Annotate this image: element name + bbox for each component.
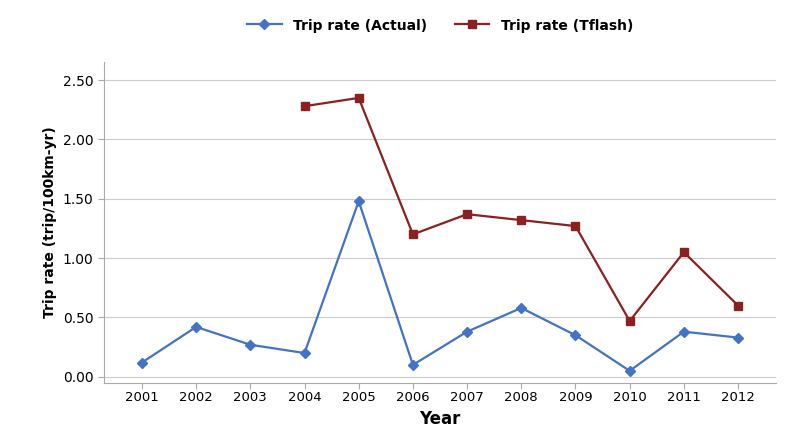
Trip rate (Actual)	[300, 350, 310, 356]
Trip rate (Actual)	[462, 329, 472, 334]
Trip rate (Actual)	[354, 198, 363, 204]
Legend: Trip rate (Actual), Trip rate (Tflash): Trip rate (Actual), Trip rate (Tflash)	[240, 12, 640, 40]
Trip rate (Actual)	[517, 305, 526, 311]
X-axis label: Year: Year	[419, 409, 461, 428]
Trip rate (Actual)	[408, 362, 418, 368]
Trip rate (Actual)	[625, 368, 634, 373]
Trip rate (Tflash)	[354, 95, 363, 101]
Trip rate (Tflash)	[734, 303, 743, 308]
Line: Trip rate (Tflash): Trip rate (Tflash)	[300, 94, 742, 325]
Trip rate (Actual)	[137, 360, 146, 365]
Trip rate (Actual)	[570, 332, 580, 338]
Y-axis label: Trip rate (trip/100km-yr): Trip rate (trip/100km-yr)	[43, 127, 58, 318]
Trip rate (Tflash)	[408, 232, 418, 237]
Trip rate (Tflash)	[625, 318, 634, 324]
Trip rate (Actual)	[191, 324, 201, 330]
Trip rate (Actual)	[679, 329, 689, 334]
Trip rate (Tflash)	[517, 218, 526, 223]
Trip rate (Tflash)	[300, 104, 310, 109]
Trip rate (Actual)	[734, 335, 743, 340]
Trip rate (Actual)	[246, 342, 255, 348]
Trip rate (Tflash)	[570, 223, 580, 229]
Trip rate (Tflash)	[679, 250, 689, 255]
Trip rate (Tflash)	[462, 211, 472, 217]
Line: Trip rate (Actual): Trip rate (Actual)	[138, 198, 742, 374]
